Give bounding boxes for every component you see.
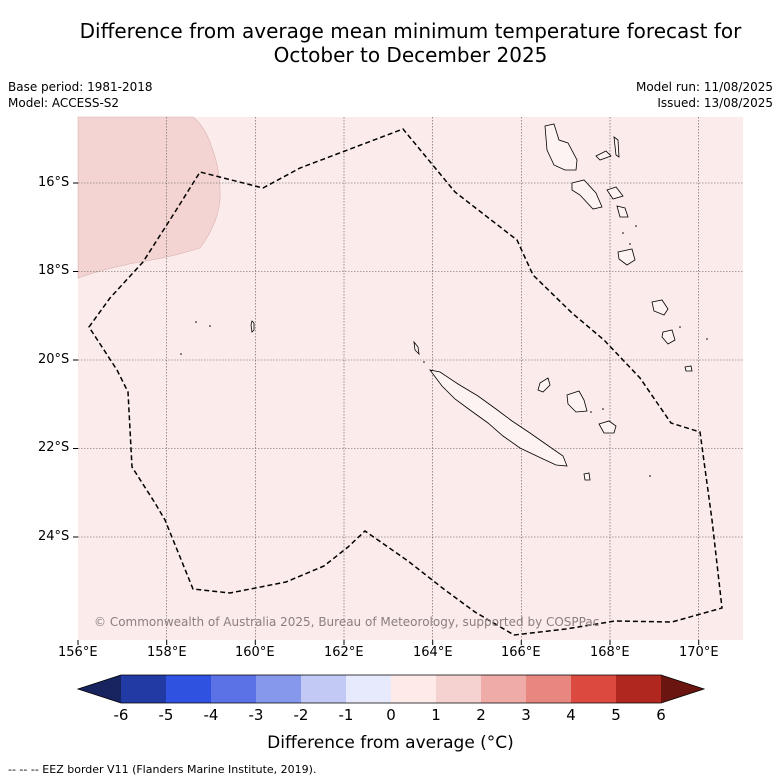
matthew-island [684,365,693,372]
lat-label: 22°S [38,440,70,455]
colorbar-high-extension [661,675,704,703]
erromango [617,248,636,266]
efate [616,205,629,218]
lat-label: 24°S [38,529,70,544]
colorbar-label: Difference from average (°C) [267,733,514,753]
lat-label: 16°S [38,175,70,190]
lon-label: 164°E [413,645,453,660]
lon-label: 170°E [679,645,719,660]
meta-left: Base period: 1981-2018 Model: ACCESS-S2 [8,79,153,111]
lon-label: 162°E [324,645,364,660]
chesterfield-reef [250,320,255,333]
eez-border [88,128,723,636]
colorbar-tick-label: 5 [611,706,621,724]
axis-ticks [73,182,700,645]
title-line-1: Difference from average mean minimum tem… [79,19,742,43]
aneityum [661,329,676,345]
colorbar-tick-label: -6 [113,706,129,724]
ambae [595,150,612,161]
colorbar-segment [301,675,346,703]
lon-label: 166°E [501,645,541,660]
colorbar-tick-label: 2 [476,706,486,724]
colorbar-tick-label: 1 [431,706,441,724]
chart-title: Difference from average mean minimum tem… [0,19,781,67]
lat-label: 20°S [38,352,70,367]
belep-islands [413,340,420,356]
colorbar-tick-label: -1 [338,706,354,724]
lon-label: 168°E [590,645,630,660]
colorbar-segment [346,675,391,703]
model-name: Model: ACCESS-S2 [8,96,120,110]
colorbar-segment [121,675,166,703]
colorbar-segment [616,675,661,703]
colorbar-tick-label: 3 [521,706,531,724]
colorbar-segment [391,675,436,703]
colorbar-tick-label: 4 [566,706,576,724]
colorbar [76,674,706,704]
lifou [566,390,588,413]
colorbar-tick-label: -5 [158,706,174,724]
colorbar-segment [481,675,526,703]
colorbar-tick-label: -2 [293,706,309,724]
copyright-notice: © Commonwealth of Australia 2025, Bureau… [94,615,600,629]
new-caledonia [429,369,568,467]
coastlines [250,123,693,481]
lon-label: 156°E [58,645,98,660]
base-period: Base period: 1981-2018 [8,80,153,94]
ouvea [537,377,551,393]
colorbar-segment [166,675,211,703]
colorbar-tick-label: 0 [386,706,396,724]
map-gridlines [78,117,743,640]
shaded-region [77,116,221,279]
colorbar-segment [256,675,301,703]
colorbar-low-extension [78,675,121,703]
footnote: -- -- -- EEZ border V11 (Flanders Marine… [8,763,317,776]
title-line-2: October to December 2025 [273,43,548,67]
colorbar-segment [526,675,571,703]
colorbar-segment [436,675,481,703]
malekula [571,179,603,210]
pentecost [606,186,624,200]
colorbar-outline [76,674,706,704]
lat-label: 18°S [38,263,70,278]
tanna [651,299,669,316]
espiritu-santo [544,123,578,171]
mare [598,420,617,434]
colorbar-segment [571,675,616,703]
colorbar-tick-label: 6 [656,706,666,724]
colorbar-tick-label: -3 [248,706,264,724]
issued-date: Issued: 13/08/2025 [657,96,773,110]
maewo [613,136,620,158]
colorbar-tick-label: -4 [203,706,219,724]
model-run: Model run: 11/08/2025 [635,80,773,94]
meta-right: Model run: 11/08/2025 Issued: 13/08/2025 [636,79,773,111]
colorbar-segment [211,675,256,703]
small-islets [180,225,708,477]
isle-of-pines [583,472,591,481]
lon-label: 160°E [235,645,275,660]
lon-label: 158°E [147,645,187,660]
